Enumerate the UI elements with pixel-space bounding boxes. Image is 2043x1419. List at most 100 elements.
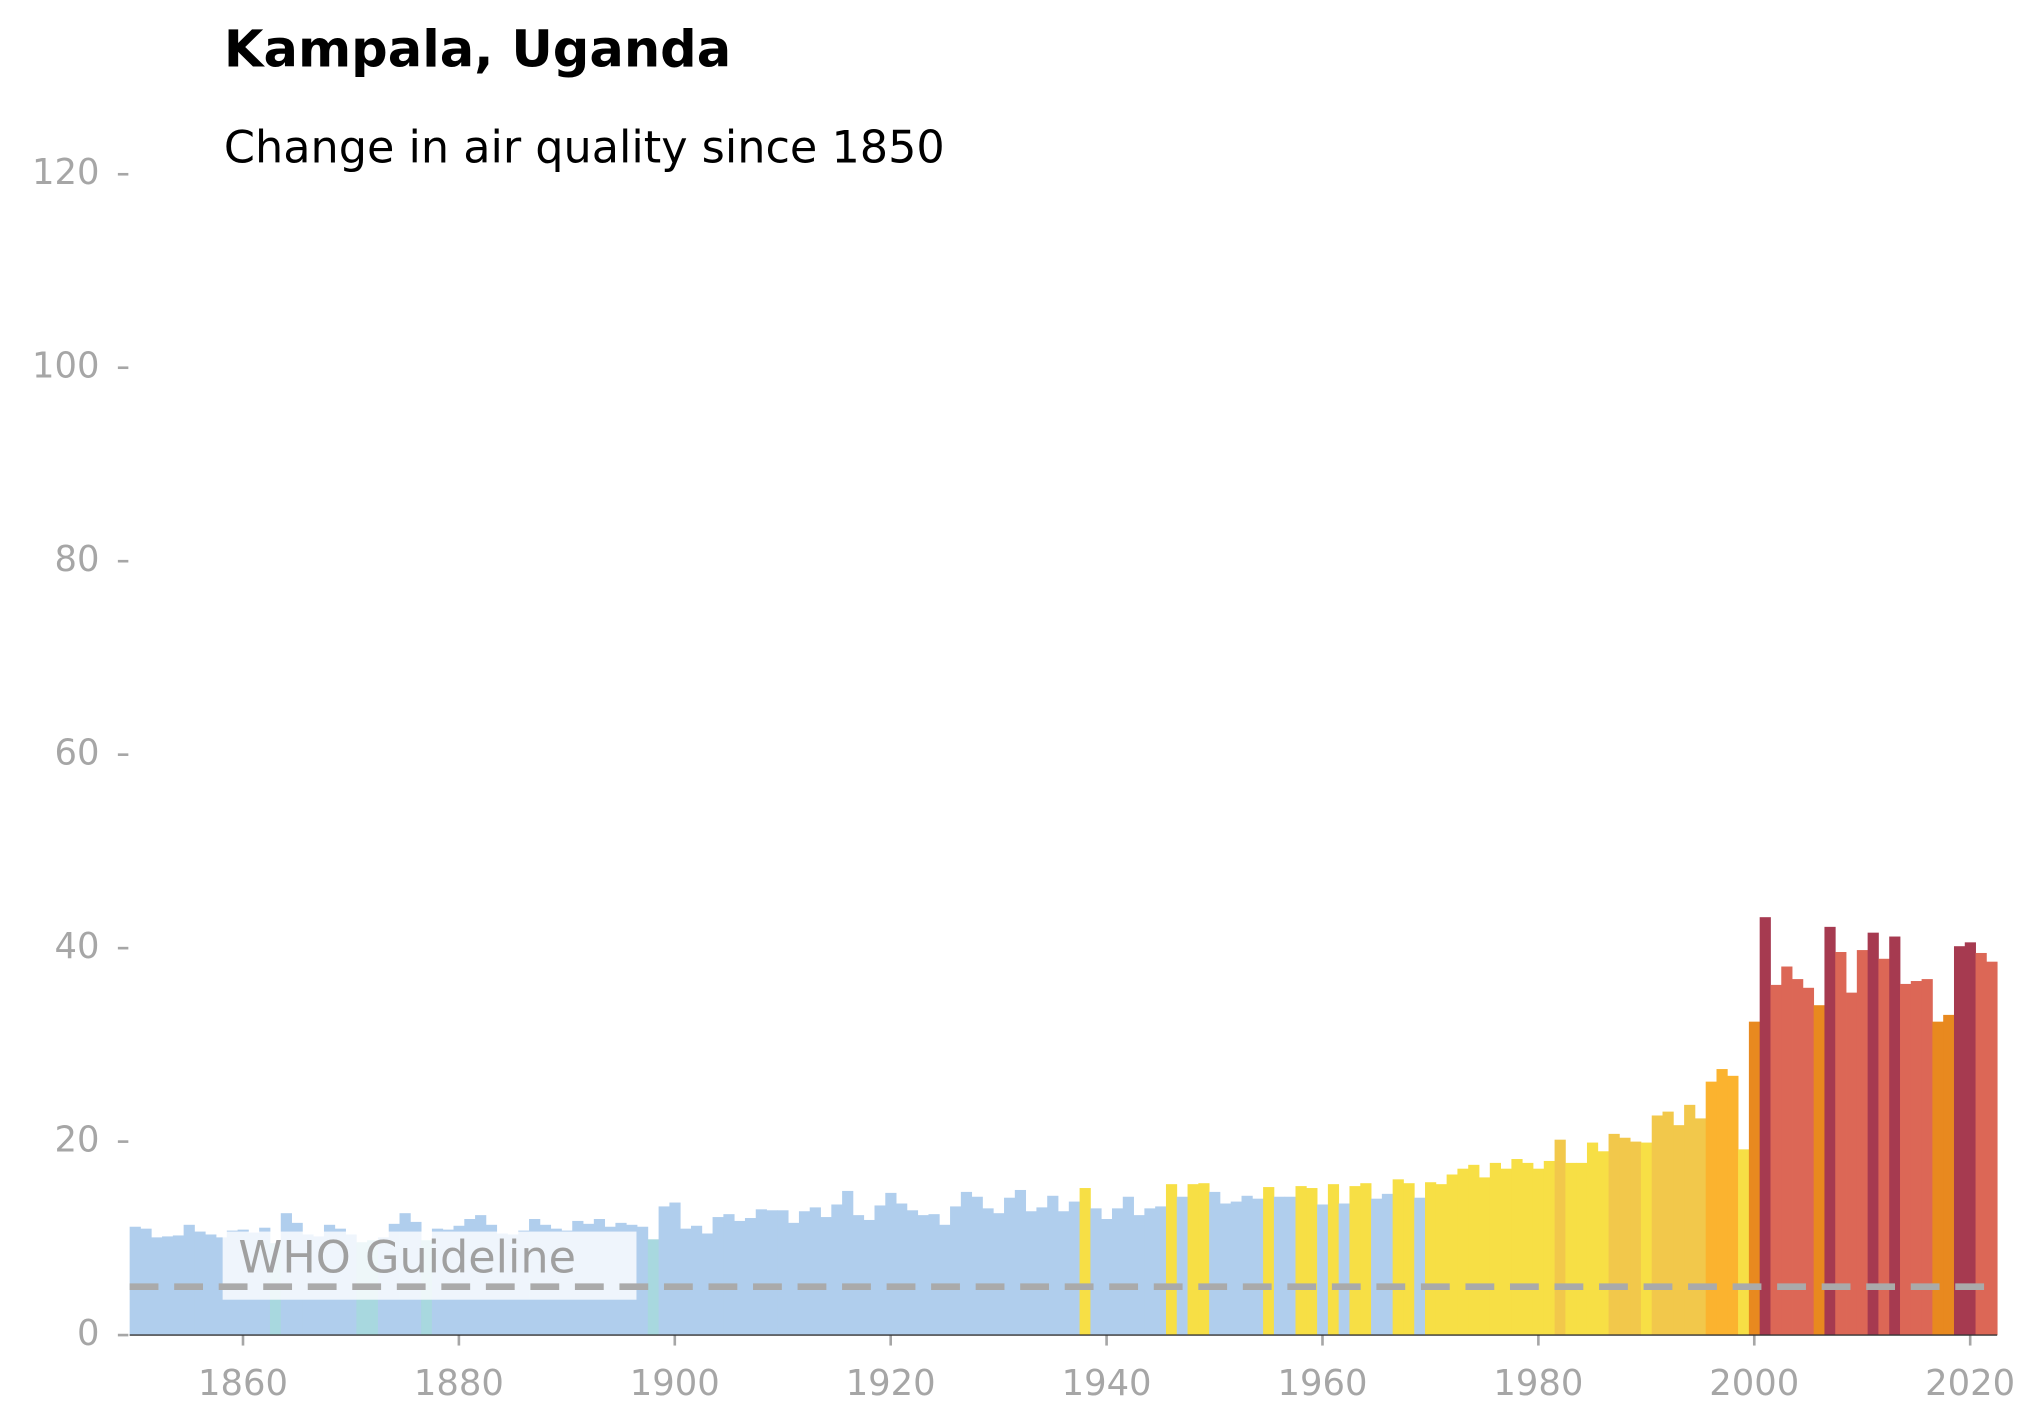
bar xyxy=(1414,1197,1426,1336)
bar xyxy=(1468,1164,1480,1336)
bar xyxy=(1554,1139,1566,1336)
bar xyxy=(658,1206,670,1336)
bar xyxy=(1317,1204,1329,1336)
y-tick-label: 20 xyxy=(55,1120,100,1161)
bar xyxy=(1284,1196,1296,1336)
bar xyxy=(788,1222,800,1336)
bar xyxy=(939,1224,951,1336)
bar xyxy=(1435,1184,1448,1336)
bar xyxy=(842,1190,854,1336)
bar xyxy=(928,1214,940,1336)
bar xyxy=(1608,1133,1620,1336)
bar xyxy=(1932,1021,1944,1336)
bar xyxy=(1155,1206,1167,1336)
bar xyxy=(755,1209,767,1336)
bar xyxy=(863,1219,875,1336)
bar xyxy=(1673,1125,1685,1336)
bar xyxy=(1381,1193,1394,1336)
bar xyxy=(1565,1162,1577,1336)
bar xyxy=(1910,981,1922,1336)
bar xyxy=(993,1213,1005,1336)
bar xyxy=(1349,1186,1361,1336)
bar xyxy=(1144,1208,1156,1336)
bar xyxy=(1586,1142,1599,1336)
y-tick-label: 80 xyxy=(55,539,100,580)
bar xyxy=(701,1233,713,1336)
bar xyxy=(1101,1218,1113,1336)
bar xyxy=(1781,966,1793,1336)
bar xyxy=(1219,1203,1232,1336)
bar xyxy=(637,1226,649,1336)
bar xyxy=(1662,1111,1674,1336)
bar xyxy=(1371,1198,1383,1336)
y-tick-label: 60 xyxy=(55,733,100,774)
bar xyxy=(896,1203,908,1336)
bar xyxy=(1500,1168,1512,1336)
bar xyxy=(1953,946,1966,1336)
bar xyxy=(1425,1182,1437,1336)
bar xyxy=(194,1231,206,1336)
chart-subtitle: Change in air quality since 1850 xyxy=(224,122,945,174)
bar xyxy=(1230,1201,1242,1336)
y-tick-label: 120 xyxy=(32,152,99,193)
y-tick-label: 0 xyxy=(77,1313,99,1354)
x-tick-label: 2000 xyxy=(1709,1363,1799,1404)
bar xyxy=(1716,1069,1728,1336)
bar xyxy=(1824,926,1836,1336)
bar xyxy=(1446,1174,1458,1336)
bar xyxy=(1133,1215,1145,1336)
bar xyxy=(712,1217,724,1336)
bar xyxy=(1986,961,1998,1336)
bar xyxy=(1209,1191,1221,1336)
bar xyxy=(1273,1196,1286,1336)
bar xyxy=(690,1225,703,1336)
bar xyxy=(1576,1162,1588,1336)
bar xyxy=(1748,1021,1761,1336)
bar xyxy=(1511,1159,1523,1336)
bar xyxy=(820,1217,832,1336)
x-tick-label: 1900 xyxy=(630,1363,720,1404)
bar xyxy=(1360,1183,1372,1336)
bar xyxy=(1058,1211,1070,1336)
bar xyxy=(647,1239,659,1336)
bar xyxy=(1252,1198,1264,1336)
bar xyxy=(1900,983,1912,1336)
bar xyxy=(1651,1115,1663,1336)
bar xyxy=(129,1226,141,1336)
guideline-label: WHO Guideline xyxy=(238,1231,576,1283)
bar xyxy=(162,1236,174,1336)
bar xyxy=(960,1191,973,1336)
bar xyxy=(1479,1177,1491,1336)
bar xyxy=(1489,1162,1501,1336)
bar xyxy=(1846,992,1858,1336)
bar xyxy=(1241,1195,1253,1336)
bar xyxy=(205,1234,217,1336)
x-tick-label: 1880 xyxy=(414,1363,504,1404)
bar xyxy=(1079,1188,1091,1336)
bar xyxy=(950,1206,962,1336)
bar xyxy=(183,1224,195,1336)
bar xyxy=(971,1196,983,1336)
bar xyxy=(1759,917,1771,1336)
bar xyxy=(1306,1188,1318,1336)
bar xyxy=(1522,1162,1534,1336)
bar xyxy=(1835,952,1847,1336)
bar xyxy=(1813,1005,1825,1336)
bar xyxy=(831,1204,843,1336)
bar xyxy=(917,1215,929,1336)
x-tick-label: 1920 xyxy=(846,1363,936,1404)
bar xyxy=(1403,1183,1415,1336)
bar xyxy=(1684,1104,1696,1336)
bar xyxy=(982,1208,994,1336)
bar xyxy=(1878,958,1890,1336)
bar xyxy=(1619,1137,1631,1336)
x-tick-label: 1980 xyxy=(1493,1363,1583,1404)
bar xyxy=(1047,1195,1059,1336)
y-tick-label: 40 xyxy=(55,926,100,967)
bar xyxy=(1705,1081,1717,1336)
bar xyxy=(906,1210,919,1336)
bar xyxy=(1867,932,1879,1336)
bar xyxy=(1295,1186,1307,1336)
bar xyxy=(723,1214,735,1336)
